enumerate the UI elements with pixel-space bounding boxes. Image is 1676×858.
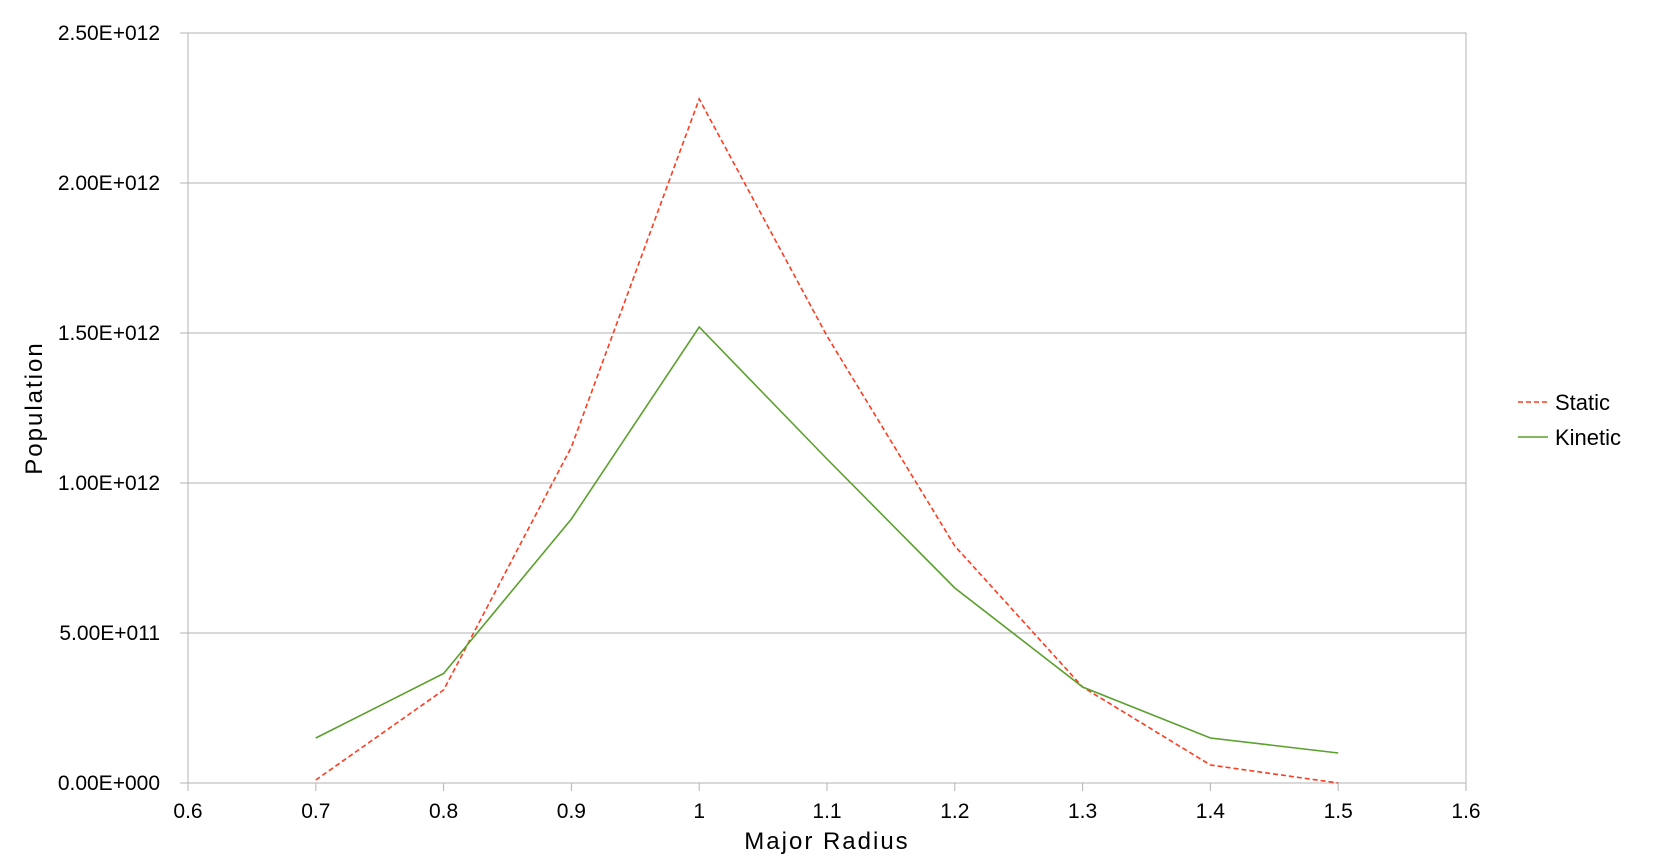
x-tick-label: 1.1 [812,800,841,823]
x-tick-label: 1.2 [940,800,969,823]
y-axis-ticks: 0.00E+000 5.00E+011 1.00E+012 1.50E+012 2.00… [58,22,188,795]
series-line-static [315,97,1339,784]
x-tick-label: 1.5 [1324,800,1353,823]
plot-area-frame [187,32,1467,784]
x-axis-ticks: 0.6 0.7 0.8 0.9 1 1.1 1.2 1.3 1.4 1.5 1.6 [173,783,1481,823]
y-tick-label: 5.00E+011 [59,622,160,645]
y-tick-label: 2.00E+012 [58,172,160,195]
y-tick-label: 1.00E+012 [58,472,160,495]
series-lines [315,97,1339,784]
x-tick-label: 1 [693,800,705,823]
series-line-kinetic [315,325,1339,754]
x-tick-label: 1.6 [1451,800,1480,823]
grid-lines [188,32,1466,784]
y-tick-label: 0.00E+000 [58,772,160,795]
x-axis-title: Major Radius [744,828,909,855]
x-tick-label: 1.4 [1196,800,1226,823]
legend-label-static: Static [1555,390,1610,415]
y-tick-label: 1.50E+012 [58,322,160,345]
y-axis-title: Population [21,341,48,474]
legend: Static Kinetic [1518,390,1621,450]
x-tick-label: 0.8 [429,800,458,823]
x-tick-label: 0.9 [557,800,586,823]
x-tick-label: 0.6 [173,800,202,823]
x-tick-label: 0.7 [301,800,330,823]
y-tick-label: 2.50E+012 [58,22,160,45]
legend-label-kinetic: Kinetic [1555,425,1621,450]
x-tick-label: 1.3 [1068,800,1097,823]
